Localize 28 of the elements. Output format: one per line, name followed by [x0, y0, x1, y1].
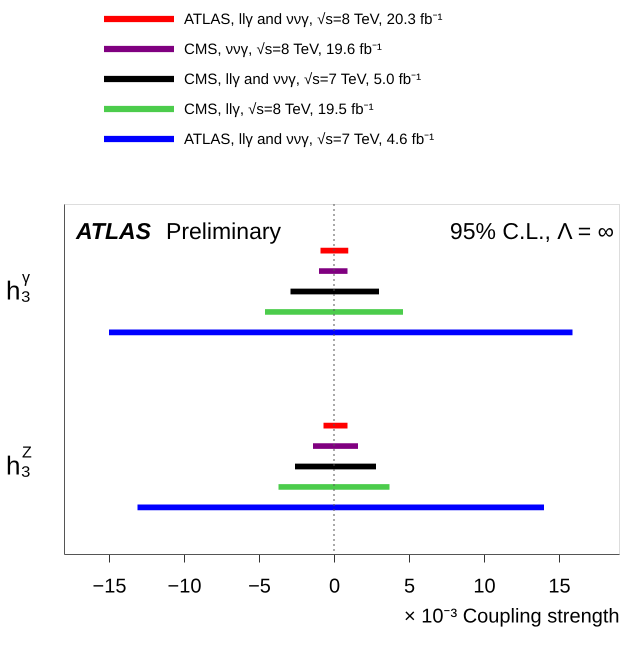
- bar: [295, 464, 376, 470]
- bar: [313, 443, 358, 449]
- legend-label: CMS, llγ, √s=8 TeV, 19.5 fb⁻¹: [184, 101, 374, 118]
- x-tick-label: 5: [404, 576, 416, 598]
- bar: [265, 309, 403, 315]
- bar: [109, 330, 572, 336]
- x-tick-label: 15: [548, 576, 571, 598]
- bar: [324, 422, 348, 428]
- x-tick-label: −10: [168, 576, 202, 598]
- x-tick-label: −15: [92, 576, 126, 598]
- legend-label: CMS, llγ and ννγ, √s=7 TeV, 5.0 fb⁻¹: [184, 71, 422, 88]
- y-tick-label: h₃γ: [6, 270, 32, 306]
- x-tick-label: −5: [248, 576, 271, 598]
- x-tick-label: 10: [473, 576, 496, 598]
- bar: [138, 504, 544, 510]
- bar: [278, 484, 390, 490]
- x-axis-title: × 10⁻³ Coupling strength: [404, 606, 620, 628]
- annotation: 95% C.L., Λ = ∞: [450, 218, 614, 244]
- legend-label: CMS, ννγ, √s=8 TeV, 19.6 fb⁻¹: [184, 41, 382, 58]
- legend-label: ATLAS, llγ and ννγ, √s=8 TeV, 20.3 fb⁻¹: [184, 11, 443, 28]
- annotation: Preliminary: [166, 218, 282, 244]
- legend-label: ATLAS, llγ and ννγ, √s=7 TeV, 4.6 fb⁻¹: [184, 131, 434, 148]
- x-tick-label: 0: [328, 576, 340, 598]
- bar: [319, 268, 348, 274]
- bar: [290, 288, 379, 294]
- annotation: ATLAS: [75, 218, 152, 244]
- bar: [320, 248, 348, 254]
- y-tick-label: h₃Z: [6, 444, 32, 480]
